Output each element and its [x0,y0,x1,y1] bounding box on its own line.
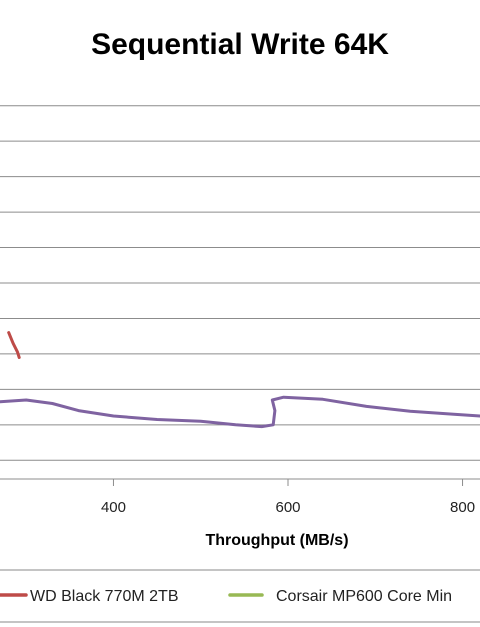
x-tick-label-2: 800 [450,499,475,516]
legend: WD Black 770M 2TB Corsair MP600 Core Min [0,588,452,605]
x-tick-label-0: 400 [101,499,126,516]
chart-title: Sequential Write 64K [91,28,389,61]
legend-label-0: WD Black 770M 2TB [30,588,178,605]
series-line-0 [7,331,21,359]
x-tick-label-1: 600 [275,499,300,516]
legend-label-1: Corsair MP600 Core Min [276,588,452,605]
series-lines [0,331,480,429]
x-axis-ticks: 400 600 800 [101,479,475,516]
x-axis-label: Throughput (MB/s) [205,532,348,549]
series-line-2 [0,395,480,429]
gridlines [0,105,480,480]
